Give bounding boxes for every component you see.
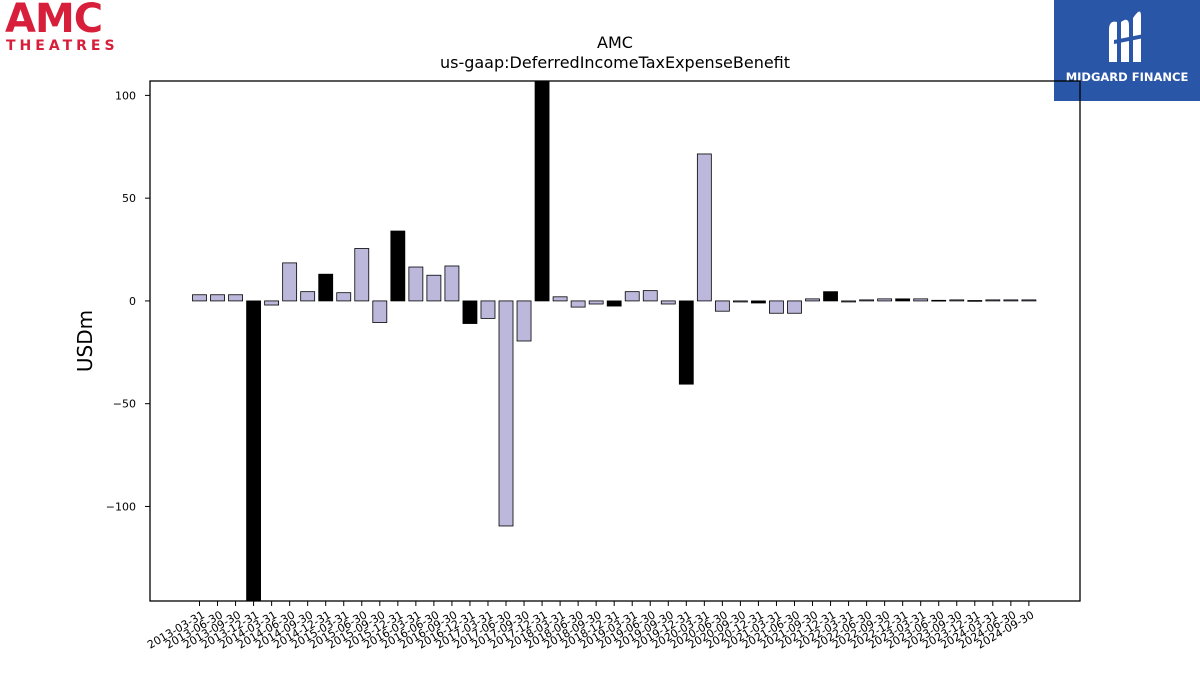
midgard-emblem-icon (1109, 11, 1144, 63)
bar-2017-06-30 (498, 300, 514, 527)
bar-2017-03-31 (480, 300, 496, 319)
plot-frame (149, 80, 1081, 602)
bar-2022-03-31 (841, 300, 856, 303)
bar-2015-12-31 (390, 230, 406, 302)
y-tick-label: 50 (122, 192, 136, 205)
y-tick-label: 100 (115, 89, 136, 102)
y-tick-label: 0 (129, 295, 136, 308)
bar-2013-03-31 (192, 294, 207, 302)
bars-group (192, 80, 1037, 602)
bar-2023-03-31 (913, 298, 929, 302)
bar-2017-09-30 (516, 300, 532, 342)
bar-2022-12-31 (895, 298, 911, 302)
amc-theatres-logo: AMC THEATRES (0, 0, 140, 60)
bar-2013-12-31 (246, 300, 261, 602)
bar-2021-03-31 (769, 300, 784, 314)
bar-2014-03-31 (264, 300, 280, 306)
bar-2022-09-30 (877, 298, 893, 302)
bar-2016-06-30 (426, 274, 442, 302)
bar-2019-03-31 (624, 291, 640, 302)
bar-2021-12-31 (823, 291, 838, 302)
bar-2016-09-30 (444, 265, 460, 302)
bar-2021-06-30 (787, 300, 802, 314)
bar-2017-12-31 (534, 80, 550, 302)
bar-2013-09-30 (228, 294, 243, 302)
bar-2023-12-31 (967, 300, 983, 302)
bar-2018-03-31 (552, 296, 568, 302)
bar-2014-12-31 (318, 273, 334, 302)
bar-2014-09-30 (300, 291, 316, 302)
bar-2021-09-30 (805, 298, 820, 302)
bar-2019-09-30 (660, 300, 676, 305)
bar-2022-06-30 (859, 299, 875, 302)
bar-2020-03-31 (696, 153, 712, 302)
bar-2020-12-31 (751, 300, 766, 304)
bar-2016-03-31 (408, 266, 424, 302)
bar-2020-09-30 (733, 300, 748, 303)
bar-2023-06-30 (931, 299, 947, 302)
amc-wordmark: AMC (5, 0, 103, 42)
bar-2018-09-30 (588, 300, 604, 305)
x-ticks-group: 2013-03-312013-06-302013-09-302013-12-31… (145, 601, 1036, 652)
y-axis-label: USDm (73, 310, 97, 372)
y-tick-label: −100 (106, 500, 136, 513)
midgard-name: MIDGARD FINANCE (1065, 70, 1189, 84)
bar-2019-12-31 (678, 300, 694, 385)
y-ticks-group: 100 50 0 −50 −100 (106, 89, 150, 513)
bar-2016-12-31 (462, 300, 478, 324)
bar-2015-09-30 (372, 300, 388, 323)
bar-2015-03-31 (336, 292, 352, 302)
bar-2018-06-30 (570, 300, 586, 308)
bar-2014-06-30 (282, 262, 298, 302)
bar-2024-09-30 (1021, 299, 1037, 302)
bar-2020-06-30 (714, 300, 730, 312)
chart-subtitle: us-gaap:DeferredIncomeTaxExpenseBenefit (440, 53, 790, 72)
amc-subtitle: THEATRES (6, 38, 119, 54)
midgard-finance-logo: MIDGARD FINANCE (1054, 0, 1200, 101)
bar-2019-06-30 (642, 290, 658, 302)
y-tick-label: −50 (113, 398, 136, 411)
bar-2023-09-30 (949, 299, 965, 302)
bar-2015-06-30 (354, 248, 370, 302)
bar-2013-06-30 (210, 294, 225, 302)
bar-2024-03-31 (985, 299, 1001, 302)
chart-title: AMC (597, 33, 633, 52)
bar-2024-06-30 (1003, 299, 1019, 302)
bar-2018-12-31 (606, 300, 622, 307)
